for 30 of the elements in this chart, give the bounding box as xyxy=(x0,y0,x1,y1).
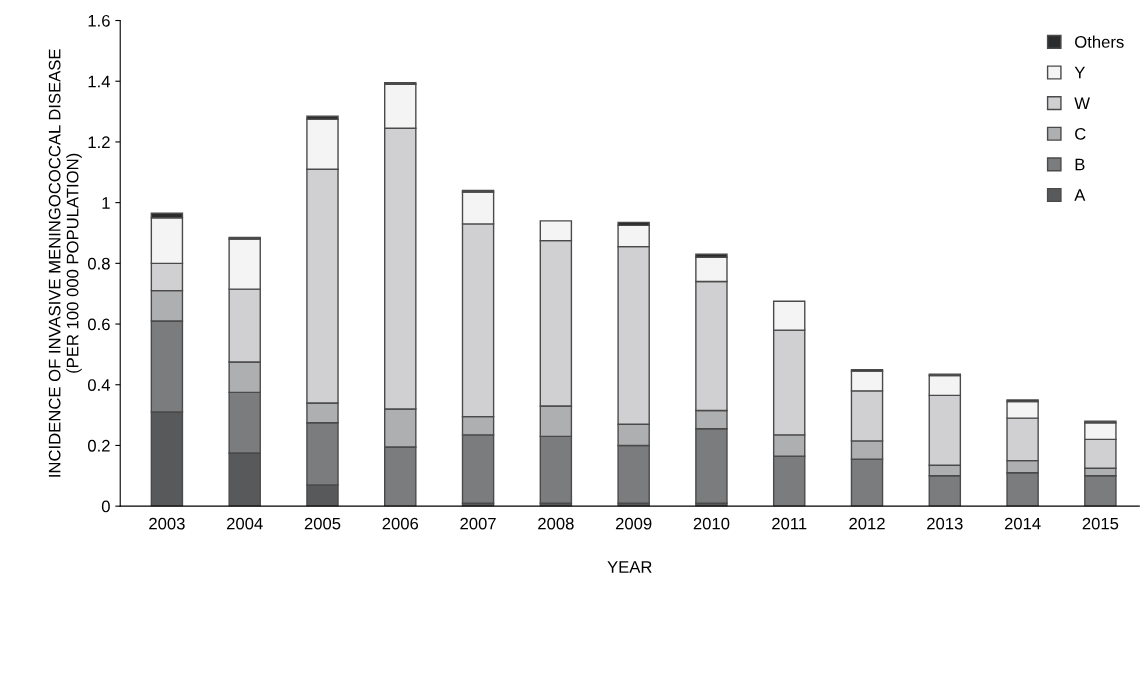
y-axis-title: INCIDENCE OF INVASIVE MENINGOCOCCAL DISEASE (PER 100 000 POPULATION) xyxy=(48,49,82,477)
y-tick-label: 0 xyxy=(101,500,110,513)
legend-label: W xyxy=(1074,97,1090,109)
x-tick-label: 2014 xyxy=(1004,517,1041,530)
y-tick-label: 0.4 xyxy=(87,379,111,391)
y-tick-label: 1.4 xyxy=(88,75,111,88)
x-tick-label: 2008 xyxy=(538,517,574,530)
y-tick-label: 0.8 xyxy=(87,257,110,270)
y-tick-label: 0.6 xyxy=(87,318,110,331)
x-tick-label: 2006 xyxy=(382,517,419,530)
legend-label: B xyxy=(1075,158,1085,171)
x-tick-label: 2015 xyxy=(1082,517,1119,530)
legend-label: Y xyxy=(1074,66,1086,79)
x-tick-label: 2007 xyxy=(460,517,496,530)
x-tick-label: 2013 xyxy=(927,517,963,530)
x-tick-label: 2003 xyxy=(149,517,185,530)
legend-label: C xyxy=(1075,127,1086,140)
y-tick-label: 1 xyxy=(102,197,110,209)
x-tick-label: 2009 xyxy=(615,517,652,530)
x-tick-label: 2012 xyxy=(849,517,885,530)
x-axis-title: YEAR xyxy=(607,561,652,573)
y-tick-label: 1.2 xyxy=(88,136,110,148)
y-tick-label: 0.2 xyxy=(87,439,110,452)
x-tick-label: 2004 xyxy=(226,517,263,530)
x-tick-label: 2011 xyxy=(772,517,807,530)
legend-label: A xyxy=(1074,189,1086,201)
y-tick-label: 1.6 xyxy=(88,14,110,27)
legend-label: Others xyxy=(1075,35,1124,48)
x-tick-label: 2010 xyxy=(693,517,730,530)
x-tick-label: 2005 xyxy=(304,517,341,530)
